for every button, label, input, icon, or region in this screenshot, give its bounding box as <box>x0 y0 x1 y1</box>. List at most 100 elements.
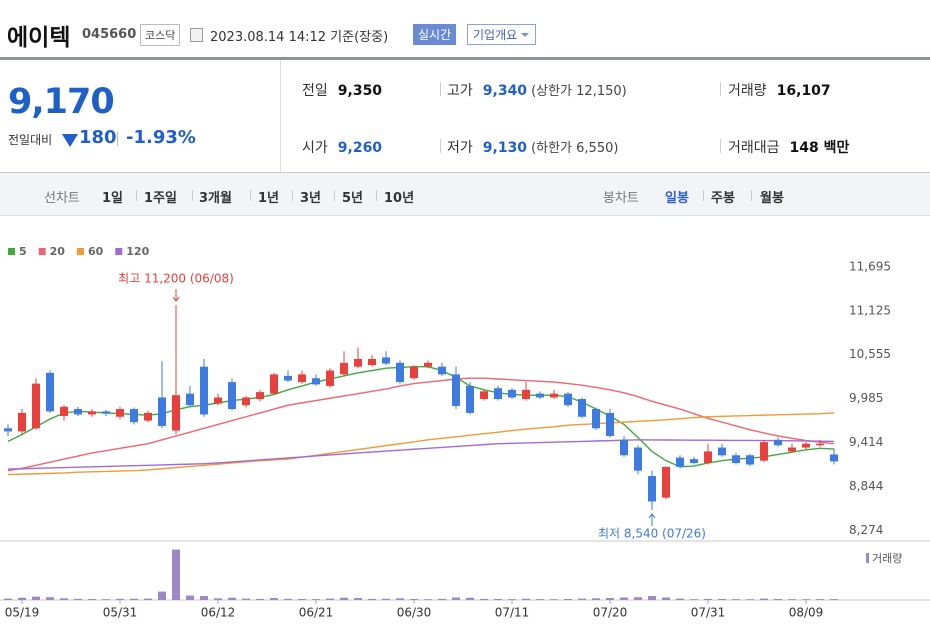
tab-group-label: 봉차트 <box>603 191 639 206</box>
legend-swatch <box>8 248 15 255</box>
x-tick-label: 06/12 <box>201 606 236 620</box>
annotation-arrowhead <box>648 513 656 519</box>
header-rule <box>0 57 930 60</box>
x-tick-label: 05/31 <box>103 606 138 620</box>
ma-line <box>7 439 835 470</box>
candle-body <box>284 375 292 381</box>
volume-bar <box>564 598 572 600</box>
separator <box>440 82 441 96</box>
tab[interactable]: 1일 <box>102 191 124 206</box>
quote-label: 거래대금 <box>728 140 780 156</box>
quote-value: 9,260 <box>337 140 383 156</box>
volume-bar <box>494 598 502 600</box>
candle-body <box>606 412 614 436</box>
y-tick-label: 8,274 <box>849 523 883 537</box>
ma-line <box>7 377 835 472</box>
quote-value: 16,107 <box>776 83 831 99</box>
candle-body <box>578 399 586 417</box>
separator <box>136 190 137 201</box>
quote-value: 9,350 <box>337 83 383 99</box>
volume-bar <box>256 598 264 600</box>
quote-value: 9,130 <box>482 140 528 156</box>
candle-body <box>592 409 600 429</box>
volume-bar <box>396 598 404 600</box>
tab[interactable]: 3개월 <box>199 191 232 206</box>
annotation-arrowhead <box>172 296 180 302</box>
tab[interactable]: 10년 <box>384 191 415 206</box>
candle-body <box>270 374 278 394</box>
price-box: 9,170 전일대비 180 -1.93% <box>0 60 281 172</box>
candle-body <box>410 366 418 379</box>
doc-icon[interactable] <box>190 28 203 42</box>
volume-bar <box>172 549 180 600</box>
volume-bar <box>102 599 110 600</box>
volume-bar <box>466 597 474 600</box>
current-price: 9,170 <box>8 82 115 122</box>
quote-value: 148 백만 <box>789 140 850 156</box>
volume-bar <box>620 597 628 600</box>
tab[interactable]: 월봉 <box>760 191 784 206</box>
company-info-button[interactable]: 기업개요 <box>467 24 537 45</box>
x-tick-label: 07/20 <box>593 606 628 620</box>
candle-body <box>4 428 12 432</box>
volume-bar <box>774 598 782 600</box>
y-tick-label: 9,985 <box>849 391 883 405</box>
volume-bar <box>410 598 418 600</box>
volume-bar <box>424 599 432 600</box>
separator <box>376 190 377 201</box>
change-label: 전일대비 <box>8 133 53 147</box>
volume-bar <box>298 598 306 600</box>
tab[interactable]: 5년 <box>342 191 364 206</box>
candle-body <box>396 362 404 383</box>
volume-bar <box>130 598 138 600</box>
candle-body <box>662 466 670 498</box>
legend-label: 120 <box>126 245 149 258</box>
x-tick-label: 07/11 <box>495 606 530 620</box>
tab[interactable]: 1주일 <box>144 191 177 206</box>
volume-bar <box>228 597 236 600</box>
volume-bar <box>802 599 810 600</box>
legend-swatch <box>115 248 123 255</box>
volume-bar <box>718 598 726 600</box>
x-tick-label: 06/21 <box>299 606 334 620</box>
candle-body <box>788 447 796 452</box>
legend-swatch <box>866 553 869 563</box>
legend-label: 60 <box>88 245 104 258</box>
legend-label: 거래량 <box>872 552 902 565</box>
candle-body <box>690 459 698 463</box>
tab[interactable]: 일봉 <box>665 191 689 206</box>
tab-bar: 선차트 1일 1주일 3개월 1년 3년 5년 10년 봉차트 일봉 주봉 월봉 <box>0 173 930 216</box>
candle-body <box>172 395 180 431</box>
volume-bar <box>326 598 334 600</box>
x-tick-label: 08/09 <box>789 606 824 620</box>
market-badge: 코스닥 <box>140 24 181 46</box>
candle-body <box>732 455 740 463</box>
tab[interactable]: 주봉 <box>711 191 735 206</box>
chart: 8,274 8,844 9,414 9,985 10,555 11,125 11,695 5 2… <box>0 245 930 620</box>
quote-item: 거래대금 148 백만 <box>728 137 849 157</box>
candle-body <box>830 454 838 462</box>
tab[interactable]: 1년 <box>258 191 280 206</box>
y-tick-label: 8,844 <box>849 479 883 493</box>
volume-bar <box>578 598 586 600</box>
tab-group-label: 선차트 <box>44 191 80 206</box>
volume-bar <box>340 597 348 600</box>
candle-body <box>214 397 222 404</box>
quote-item: 전일 9,350 <box>302 80 382 100</box>
volume-bar <box>606 598 614 600</box>
realtime-button[interactable]: 실시간 <box>413 24 457 45</box>
volume-bar <box>662 597 670 600</box>
stock-code: 045660 <box>82 27 137 42</box>
candle-body <box>368 358 376 366</box>
volume-bar <box>88 598 96 600</box>
change-pct: -1.93% <box>126 127 196 148</box>
stock-name: 에이텍 <box>7 25 71 51</box>
candle-body <box>564 393 572 406</box>
x-tick-label: 07/31 <box>691 606 726 620</box>
candle-body <box>242 397 250 406</box>
candle-body <box>648 476 656 502</box>
tab[interactable]: 3년 <box>300 191 322 206</box>
candle-body <box>130 409 138 423</box>
quote-label: 시가 <box>302 140 328 156</box>
separator <box>334 190 335 201</box>
